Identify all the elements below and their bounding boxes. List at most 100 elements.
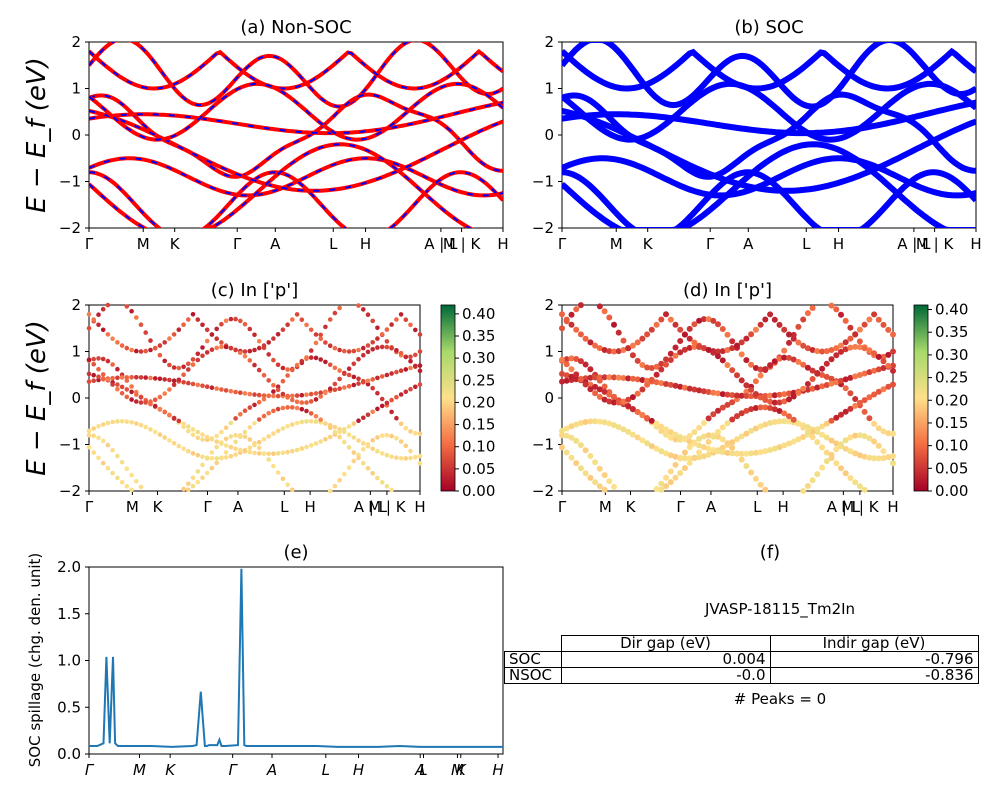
band-point	[209, 450, 215, 455]
band-point	[167, 336, 172, 341]
band-point	[880, 321, 887, 328]
band-point	[129, 420, 134, 425]
band-point	[762, 486, 769, 493]
band-point	[615, 348, 622, 355]
band-point	[238, 318, 243, 324]
band-point	[596, 393, 603, 400]
band-point	[190, 475, 196, 481]
x-tick-label: A	[270, 235, 281, 253]
band-point	[592, 390, 599, 397]
band-point	[271, 383, 276, 388]
band-point	[171, 365, 177, 370]
band-point	[96, 356, 101, 361]
band-point	[200, 437, 205, 442]
band-point	[710, 411, 717, 418]
band-point	[871, 367, 878, 374]
band-point	[606, 398, 613, 405]
band-point	[795, 389, 802, 396]
band-point	[568, 366, 575, 373]
band-point	[323, 421, 328, 426]
band-point	[261, 437, 267, 442]
band-point	[379, 403, 385, 409]
band-point	[204, 434, 210, 440]
band-point	[417, 363, 423, 368]
band-point	[323, 324, 328, 330]
y-axis-label: E − E_f (eV)	[22, 57, 52, 213]
band-point	[370, 340, 376, 345]
band-point	[606, 391, 613, 398]
band-point	[332, 429, 338, 435]
band-point	[398, 439, 404, 444]
band-point	[814, 426, 821, 433]
band-point	[828, 356, 835, 363]
band-point	[781, 347, 788, 354]
band-point	[346, 424, 352, 429]
band-point	[294, 420, 300, 426]
panel-e: 2.01.51.00.50.0Γ M K Γ A L H AL MK H(e)SOC spilla…	[26, 542, 504, 779]
band-point	[880, 448, 887, 455]
band-point	[346, 432, 352, 438]
colorbar-tick-label: 0.30	[935, 346, 968, 364]
band-point	[176, 365, 182, 371]
band-point	[762, 367, 769, 373]
band-point	[861, 408, 868, 415]
band-point	[587, 381, 594, 388]
band-point	[313, 332, 319, 337]
band-point	[596, 386, 603, 393]
band-point	[238, 434, 243, 440]
band-point	[743, 335, 750, 342]
band-point	[280, 450, 286, 456]
band-point	[100, 460, 106, 466]
band-point	[115, 382, 120, 387]
band-point	[238, 447, 243, 453]
band-point	[280, 405, 286, 411]
band-point	[299, 392, 305, 398]
band-point	[757, 481, 764, 488]
colorbar-tick-label: 0.35	[462, 327, 495, 345]
band-point	[814, 370, 821, 377]
band-point	[577, 465, 584, 472]
band-point	[271, 463, 276, 469]
band-point	[771, 445, 778, 452]
band-point	[719, 391, 726, 398]
band-point	[875, 366, 882, 373]
band-point	[686, 335, 693, 342]
band-point	[223, 318, 229, 324]
band-point	[115, 453, 120, 459]
band-point	[748, 469, 755, 476]
band-point	[96, 366, 101, 372]
x-tick-label: L	[329, 235, 338, 253]
band-point	[620, 337, 627, 344]
band-point	[171, 378, 177, 384]
x-tick-label: L	[322, 761, 330, 779]
band-point	[233, 347, 238, 353]
band-point	[290, 367, 295, 373]
band-point	[790, 393, 797, 400]
band-point	[346, 349, 352, 354]
x-tick-label: L	[753, 498, 762, 516]
table-header-row: Dir gap (eV) Indir gap (eV)	[505, 635, 979, 652]
band-point	[838, 348, 844, 355]
band-point	[290, 487, 295, 493]
band-point	[290, 397, 295, 403]
band-point	[663, 450, 669, 457]
band-point	[408, 358, 413, 364]
band-line-nonsoc	[89, 170, 503, 228]
band-point	[195, 435, 201, 441]
x-tick-label: H	[414, 498, 425, 516]
band-point	[771, 399, 778, 406]
band-point	[729, 399, 736, 406]
band-point	[596, 345, 603, 352]
band-point	[110, 375, 115, 381]
band-point	[828, 380, 835, 387]
band-point	[280, 327, 286, 333]
band-point	[629, 342, 636, 349]
colorbar-tick-label: 0.40	[462, 305, 495, 323]
band-point	[738, 410, 745, 417]
band-point	[833, 440, 840, 447]
y-axis-label: SOC spillage (chg. den. unit)	[26, 553, 44, 768]
band-point	[790, 416, 797, 423]
band-point	[786, 413, 792, 420]
band-point	[275, 451, 281, 456]
band-point	[124, 378, 130, 383]
